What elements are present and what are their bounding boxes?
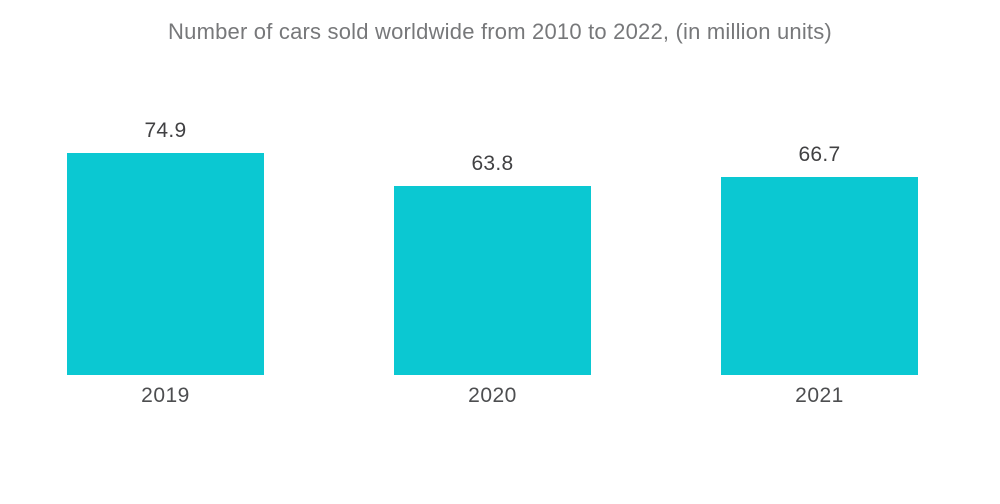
- bar-2021: [721, 177, 918, 375]
- plot-area: 74.9 2019 63.8 2020 66.7 2021: [67, 0, 918, 407]
- bar-group-2019: 74.9 2019: [67, 119, 264, 407]
- bar-group-2020: 63.8 2020: [394, 152, 591, 407]
- bar-2019: [67, 153, 264, 375]
- category-label-2019: 2019: [141, 384, 190, 407]
- value-label-2021: 66.7: [798, 143, 841, 166]
- category-label-2021: 2021: [795, 384, 844, 407]
- chart-title: Number of cars sold worldwide from 2010 …: [168, 19, 832, 44]
- category-label-2020: 2020: [468, 384, 517, 407]
- value-label-2020: 63.8: [471, 152, 514, 175]
- bar-group-2021: 66.7 2021: [721, 143, 918, 407]
- bar-2020: [394, 186, 591, 375]
- value-label-2019: 74.9: [144, 119, 187, 142]
